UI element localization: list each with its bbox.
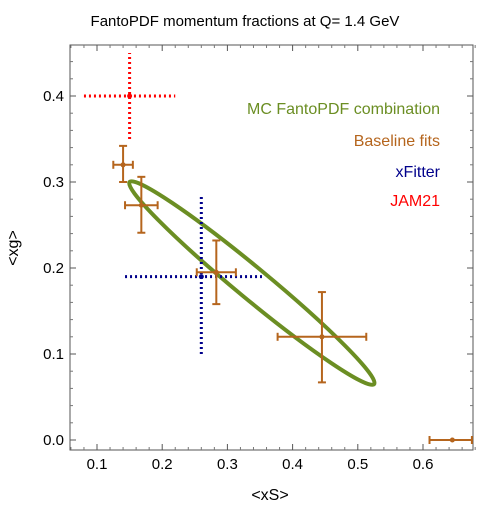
x-axis-label: <xS> bbox=[251, 487, 288, 504]
y-tick-label: 0.4 bbox=[43, 88, 64, 105]
xfitter-point-0 bbox=[198, 274, 204, 280]
y-axis-label: <xg> bbox=[5, 230, 22, 266]
y-tick-label: 0.1 bbox=[43, 346, 64, 363]
jam21-point-0 bbox=[127, 93, 133, 99]
tick-labels: 0.1 0.2 0.3 0.4 0.5 0.6 0.0 0.1 0.2 0.3 0.4 bbox=[43, 88, 433, 473]
x-tick-label: 0.3 bbox=[217, 456, 238, 473]
legend-entry-3: JAM21 bbox=[390, 193, 440, 210]
y-tick-label: 0.3 bbox=[43, 174, 64, 191]
ellipse-mc-fantopdf bbox=[127, 179, 377, 387]
plot-marks bbox=[83, 53, 473, 444]
baseline-point-4 bbox=[449, 437, 455, 443]
axis-ticks bbox=[70, 45, 476, 450]
baseline-point-2 bbox=[213, 269, 219, 275]
plot-frame bbox=[69, 44, 474, 451]
x-tick-label: 0.5 bbox=[347, 456, 368, 473]
x-tick-label: 0.6 bbox=[413, 456, 434, 473]
x-tick-label: 0.4 bbox=[282, 456, 303, 473]
legend-entry-0: MC FantoPDF combination bbox=[247, 101, 440, 118]
x-tick-label: 0.2 bbox=[152, 456, 173, 473]
legend-entry-2: xFitter bbox=[396, 164, 441, 181]
y-tick-label: 0.2 bbox=[43, 260, 64, 277]
legend: MC FantoPDF combination Baseline fits xF… bbox=[247, 101, 441, 210]
x-tick-label: 0.1 bbox=[87, 456, 108, 473]
baseline-point-1 bbox=[138, 202, 144, 208]
chart-title: FantoPDF momentum fractions at Q= 1.4 Ge… bbox=[91, 13, 400, 30]
legend-entry-1: Baseline fits bbox=[354, 133, 440, 150]
y-tick-label: 0.0 bbox=[43, 432, 64, 449]
baseline-point-0 bbox=[120, 162, 126, 168]
baseline-point-3 bbox=[319, 334, 325, 340]
plot-border bbox=[69, 44, 474, 451]
